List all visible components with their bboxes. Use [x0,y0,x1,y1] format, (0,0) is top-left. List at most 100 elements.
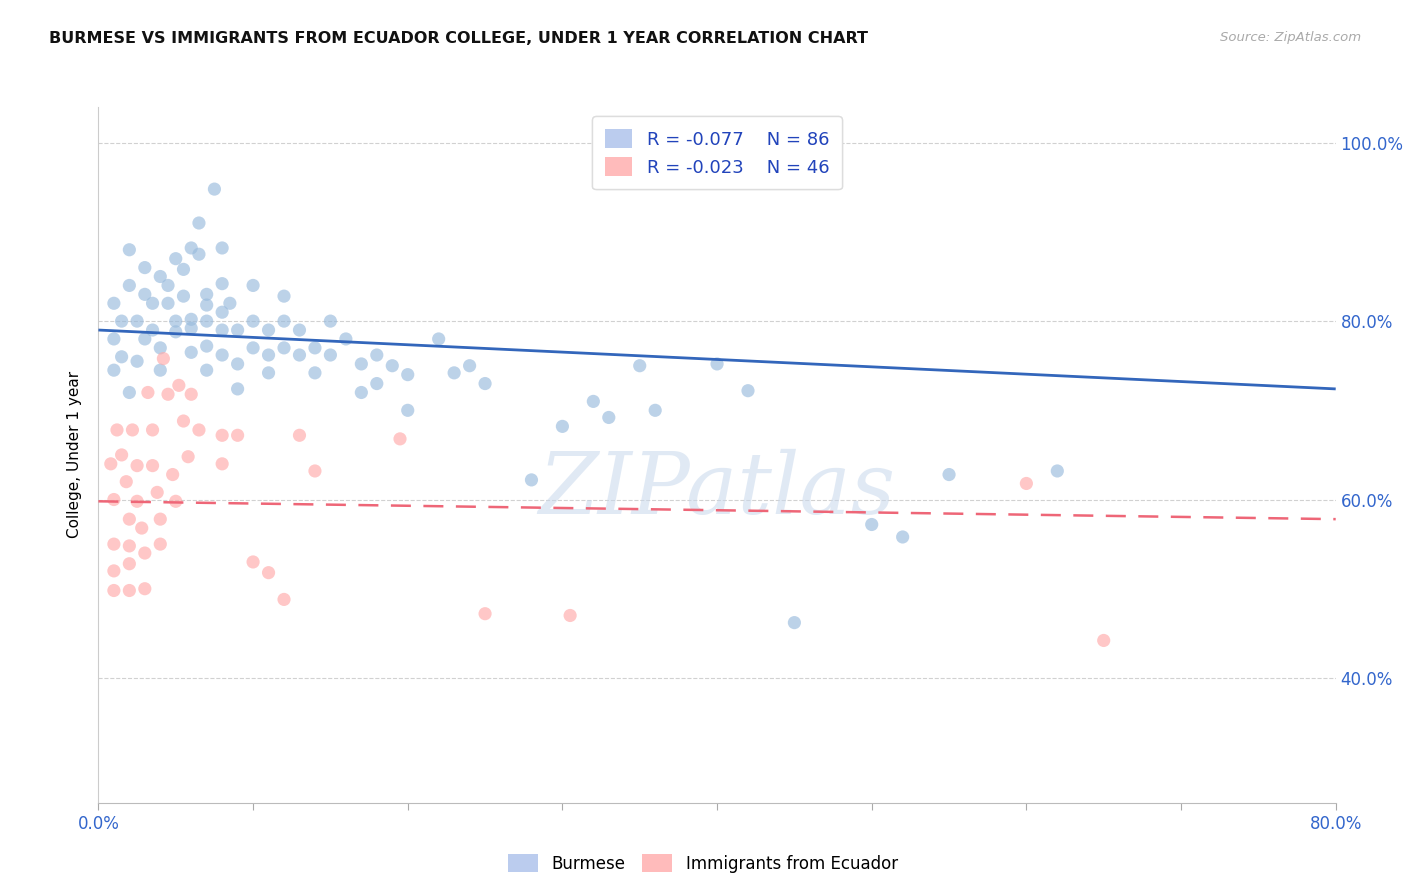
Point [860,517,883,532]
Point [127,494,149,508]
Point [165,325,187,339]
Point [257,323,280,337]
Point [737,384,759,398]
Point [226,428,249,442]
Point [103,492,125,507]
Point [146,485,169,500]
Point [118,512,141,526]
Point [165,314,187,328]
Point [366,348,388,362]
Point [149,363,172,377]
Point [474,607,496,621]
Point [644,403,666,417]
Point [142,458,165,473]
Point [188,423,211,437]
Point [211,277,233,291]
Point [100,457,122,471]
Point [396,403,419,417]
Point [891,530,914,544]
Point [242,278,264,293]
Point [121,423,143,437]
Point [118,557,141,571]
Point [335,332,357,346]
Point [551,419,574,434]
Point [288,428,311,442]
Text: BURMESE VS IMMIGRANTS FROM ECUADOR COLLEGE, UNDER 1 YEAR CORRELATION CHART: BURMESE VS IMMIGRANTS FROM ECUADOR COLLE… [49,31,869,46]
Point [273,314,295,328]
Point [427,332,450,346]
Point [211,323,233,337]
Point [149,341,172,355]
Point [142,323,165,337]
Point [103,296,125,310]
Point [582,394,605,409]
Point [103,583,125,598]
Point [134,332,156,346]
Point [226,323,249,337]
Point [127,314,149,328]
Point [118,385,141,400]
Point [242,555,264,569]
Point [195,339,218,353]
Point [180,321,202,335]
Point [458,359,481,373]
Point [134,260,156,275]
Point [165,252,187,266]
Point [195,363,218,377]
Point [180,345,202,359]
Point [211,305,233,319]
Point [103,363,125,377]
Point [157,387,180,401]
Point [134,582,156,596]
Point [152,351,174,366]
Point [162,467,184,482]
Point [111,350,134,364]
Point [157,296,180,310]
Point [288,348,311,362]
Point [165,494,187,508]
Point [304,464,326,478]
Legend: R = -0.077    N = 86, R = -0.023    N = 46: R = -0.077 N = 86, R = -0.023 N = 46 [592,116,842,189]
Point [195,298,218,312]
Point [273,341,295,355]
Point [443,366,465,380]
Point [134,287,156,301]
Point [180,312,202,326]
Point [598,410,620,425]
Point [142,296,165,310]
Point [350,357,373,371]
Point [1015,476,1038,491]
Text: Source: ZipAtlas.com: Source: ZipAtlas.com [1220,31,1361,45]
Point [226,357,249,371]
Point [157,278,180,293]
Y-axis label: College, Under 1 year: College, Under 1 year [67,371,83,539]
Point [319,314,342,328]
Point [195,314,218,328]
Point [381,359,404,373]
Point [134,546,156,560]
Point [211,428,233,442]
Point [257,366,280,380]
Point [1092,633,1115,648]
Point [783,615,806,630]
Point [396,368,419,382]
Point [149,537,172,551]
Point [560,608,582,623]
Point [288,323,311,337]
Point [111,448,134,462]
Point [211,241,233,255]
Point [136,385,159,400]
Point [127,354,149,368]
Point [177,450,200,464]
Point [366,376,388,391]
Point [118,539,141,553]
Point [173,262,195,277]
Point [204,182,226,196]
Point [211,348,233,362]
Point [103,564,125,578]
Point [103,332,125,346]
Point [1046,464,1069,478]
Point [706,357,728,371]
Point [118,278,141,293]
Point [226,382,249,396]
